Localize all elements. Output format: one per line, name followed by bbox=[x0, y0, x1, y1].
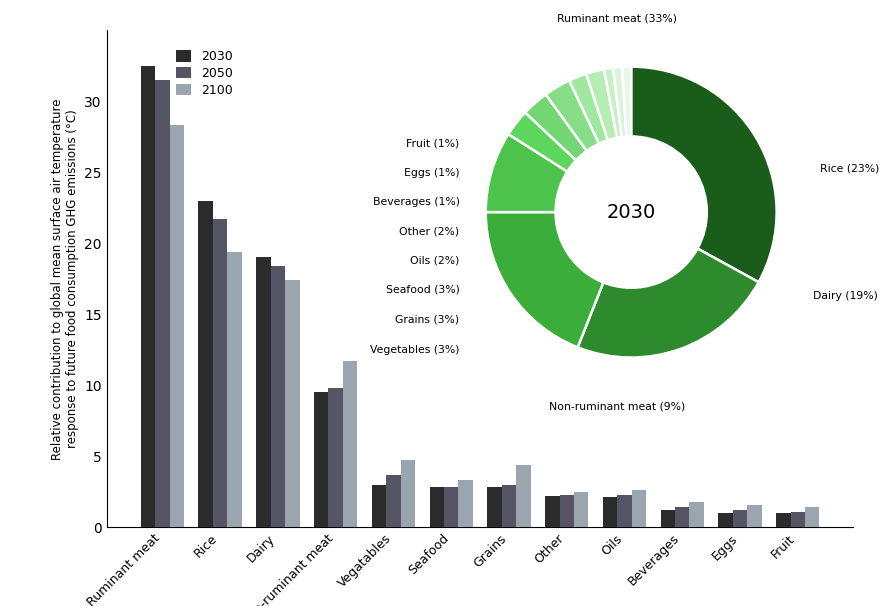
Wedge shape bbox=[546, 81, 599, 151]
Wedge shape bbox=[569, 74, 608, 144]
Wedge shape bbox=[578, 248, 758, 358]
Text: Rice (23%): Rice (23%) bbox=[821, 164, 879, 173]
Wedge shape bbox=[622, 67, 631, 136]
Bar bbox=[198, 201, 212, 527]
Bar bbox=[487, 487, 501, 527]
Wedge shape bbox=[604, 68, 621, 138]
Bar bbox=[718, 513, 733, 527]
Bar bbox=[632, 490, 646, 527]
Bar bbox=[559, 494, 574, 527]
Text: Oils (2%): Oils (2%) bbox=[410, 255, 460, 265]
Text: Other (2%): Other (2%) bbox=[399, 226, 460, 236]
Bar bbox=[328, 388, 343, 527]
Bar bbox=[429, 487, 444, 527]
Bar bbox=[401, 461, 415, 527]
Bar bbox=[617, 494, 632, 527]
Bar bbox=[748, 505, 762, 527]
Bar bbox=[574, 491, 589, 527]
Text: Grains (3%): Grains (3%) bbox=[396, 315, 460, 325]
Wedge shape bbox=[485, 212, 604, 347]
Bar bbox=[314, 392, 328, 527]
Bar bbox=[776, 513, 790, 527]
Bar bbox=[690, 502, 704, 527]
Wedge shape bbox=[485, 134, 567, 212]
Bar bbox=[343, 361, 357, 527]
Bar bbox=[603, 498, 617, 527]
Bar bbox=[661, 510, 675, 527]
Bar bbox=[733, 510, 748, 527]
Bar bbox=[805, 507, 820, 527]
Text: Beverages (1%): Beverages (1%) bbox=[372, 197, 460, 207]
Bar bbox=[228, 251, 242, 527]
Text: Eggs (1%): Eggs (1%) bbox=[404, 168, 460, 178]
Text: Dairy (19%): Dairy (19%) bbox=[813, 291, 877, 301]
Text: Ruminant meat (33%): Ruminant meat (33%) bbox=[557, 13, 677, 23]
Wedge shape bbox=[586, 69, 617, 140]
Bar bbox=[285, 280, 300, 527]
Text: 2030: 2030 bbox=[606, 202, 656, 222]
Bar bbox=[155, 80, 170, 527]
Bar bbox=[372, 485, 386, 527]
Wedge shape bbox=[631, 67, 777, 282]
Wedge shape bbox=[525, 95, 587, 161]
Bar bbox=[675, 507, 690, 527]
Bar bbox=[170, 125, 184, 527]
Bar bbox=[212, 219, 228, 527]
Text: Fruit (1%): Fruit (1%) bbox=[406, 139, 460, 148]
Text: Non-ruminant meat (9%): Non-ruminant meat (9%) bbox=[549, 401, 685, 411]
Legend: 2030, 2050, 2100: 2030, 2050, 2100 bbox=[172, 47, 237, 101]
Bar bbox=[140, 66, 155, 527]
Bar bbox=[501, 485, 517, 527]
Wedge shape bbox=[613, 67, 627, 137]
Bar bbox=[459, 481, 473, 527]
Text: Seafood (3%): Seafood (3%) bbox=[386, 284, 460, 294]
Bar bbox=[790, 511, 805, 527]
Bar bbox=[386, 474, 401, 527]
Bar bbox=[517, 465, 531, 527]
Y-axis label: Relative contribution to global mean surface air temperature
response to future : Relative contribution to global mean sur… bbox=[51, 98, 78, 459]
Bar bbox=[256, 258, 270, 527]
Text: Vegetables (3%): Vegetables (3%) bbox=[370, 345, 460, 355]
Bar bbox=[545, 496, 559, 527]
Bar bbox=[444, 487, 459, 527]
Bar bbox=[270, 266, 285, 527]
Wedge shape bbox=[509, 113, 576, 171]
